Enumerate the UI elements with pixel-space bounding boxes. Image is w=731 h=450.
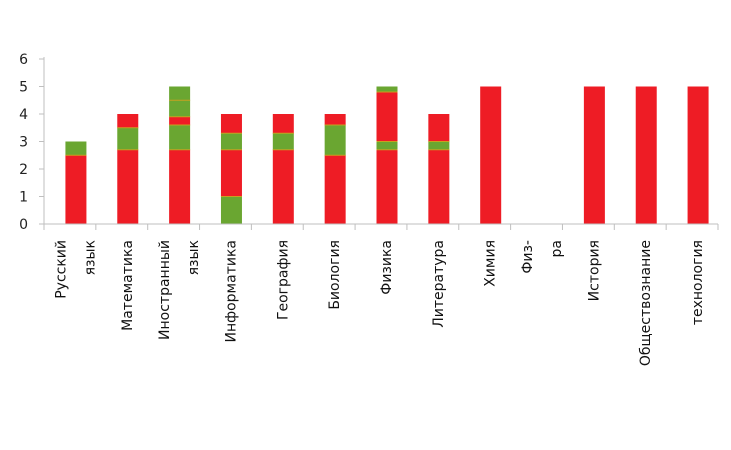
- bar-segment: [272, 149, 294, 224]
- x-category-label-line: Русский: [53, 240, 69, 299]
- bar-segment: [428, 149, 450, 224]
- bar-segment-divider: [376, 149, 398, 151]
- bar-segment: [324, 125, 346, 156]
- bar-segment: [220, 133, 242, 150]
- bar-segment-divider: [324, 124, 346, 126]
- x-category-label-line: Литература: [431, 240, 447, 328]
- x-category-label-line: Химия: [483, 240, 499, 287]
- y-tick-label: 3: [19, 135, 28, 151]
- bar-segment-divider: [220, 196, 242, 197]
- y-tick-label: 4: [19, 107, 28, 123]
- x-category-label: География: [275, 240, 291, 320]
- x-category-label: Литература: [431, 240, 447, 328]
- bar-segment: [324, 114, 346, 125]
- bar-segment-divider: [428, 149, 450, 151]
- x-category-label: Химия: [483, 240, 499, 287]
- bar-segment: [117, 149, 139, 224]
- y-axis-tick-labels: 0 1 2 3 4 5 6: [19, 52, 28, 233]
- bar-segment: [583, 86, 605, 224]
- bar-segment-divider: [220, 149, 242, 151]
- bar-segment: [480, 86, 502, 224]
- bar-segment: [117, 114, 139, 128]
- x-category-label-line: язык: [82, 240, 98, 275]
- x-category-label-line: Обществознание: [638, 240, 654, 366]
- bar-segment-divider: [117, 149, 139, 151]
- x-axis-category-labels: Русский язык Математика Иностранный язык Инфо…: [53, 240, 706, 366]
- bar-segment: [428, 114, 450, 142]
- x-category-label-line: История: [586, 240, 602, 301]
- x-category-label: Математика: [120, 240, 136, 331]
- bar-segment: [169, 116, 191, 125]
- bar-segment: [220, 149, 242, 197]
- bar-segment: [376, 86, 398, 92]
- x-category-label: Обществознание: [638, 240, 654, 366]
- bar-segment: [169, 125, 191, 150]
- bar-segment: [272, 114, 294, 134]
- bar-segment-divider: [65, 154, 87, 156]
- bar-segment: [428, 141, 450, 150]
- bar-series: [65, 86, 709, 224]
- bar-segment-divider: [272, 149, 294, 151]
- axes: [39, 57, 719, 230]
- x-category-label: Биология: [327, 240, 343, 310]
- bar-segment: [635, 86, 657, 224]
- y-tick-label: 6: [19, 52, 28, 68]
- y-tick-label: 0: [19, 217, 28, 233]
- bar-segment: [272, 133, 294, 150]
- x-category-label-line: Физ-: [520, 240, 536, 274]
- bar-segment-divider: [220, 132, 242, 134]
- x-category-label: Физика: [379, 240, 395, 295]
- bar-segment-divider: [428, 141, 450, 142]
- x-category-label: технология: [690, 240, 706, 325]
- x-category-label-line: Математика: [120, 240, 136, 331]
- bar-segment: [169, 86, 191, 101]
- bar-segment-divider: [169, 99, 191, 101]
- bar-segment-divider: [169, 124, 191, 126]
- bar-segment-divider: [169, 116, 191, 118]
- x-category-label: Русский язык: [53, 240, 98, 299]
- x-category-label: Иностранный язык: [157, 240, 202, 340]
- y-tick-label: 5: [19, 80, 28, 96]
- bar-segment: [117, 127, 139, 150]
- x-category-label-line: Иностранный: [157, 240, 173, 340]
- y-tick-label: 2: [19, 162, 28, 178]
- x-category-label-line: технология: [690, 240, 706, 325]
- x-category-label-line: ра: [549, 240, 565, 257]
- x-category-label: История: [586, 240, 602, 301]
- x-category-label-line: Биология: [327, 240, 343, 310]
- x-category-label: Информатика: [223, 240, 239, 342]
- bar-segment: [220, 196, 242, 224]
- bar-segment: [169, 100, 191, 117]
- bar-segment-divider: [272, 132, 294, 134]
- bar-segment: [65, 155, 87, 224]
- bar-segment: [220, 114, 242, 134]
- bar-segment: [324, 155, 346, 224]
- x-category-label-line: Физика: [379, 240, 395, 295]
- x-category-label-line: Информатика: [223, 240, 239, 342]
- bar-segment-divider: [117, 127, 139, 129]
- bar-segment: [376, 141, 398, 150]
- x-category-label-line: География: [275, 240, 291, 320]
- bar-segment-divider: [376, 91, 398, 93]
- x-category-label: Физ-ра: [520, 240, 565, 274]
- bar-segment-divider: [376, 141, 398, 142]
- x-category-label-line: язык: [186, 240, 202, 275]
- bar-segment-divider: [324, 154, 346, 156]
- bar-segment: [169, 149, 191, 224]
- bar-segment-divider: [169, 149, 191, 151]
- bar-segment: [65, 141, 87, 156]
- y-tick-label: 1: [19, 190, 28, 206]
- bar-segment: [376, 92, 398, 142]
- bar-segment: [687, 86, 709, 224]
- bar-segment: [376, 149, 398, 224]
